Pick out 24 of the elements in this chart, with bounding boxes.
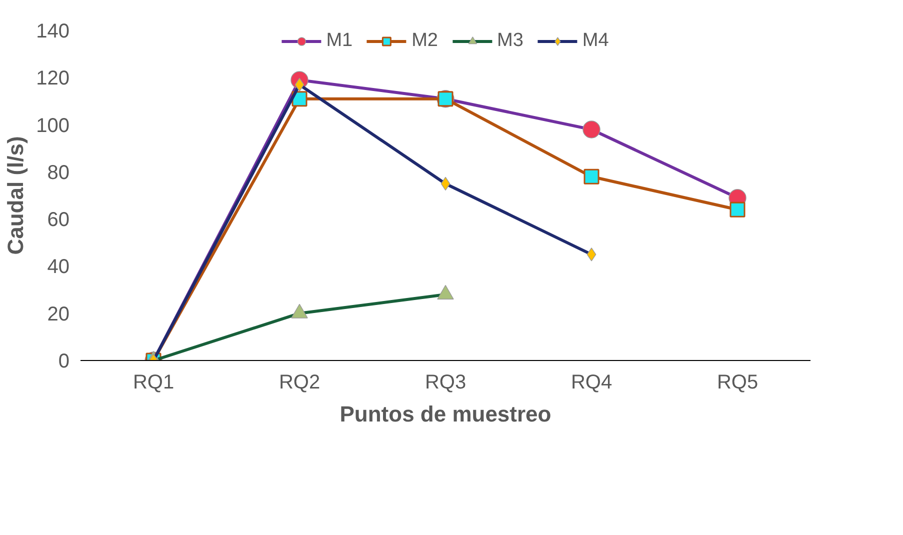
y-tick-label: 40 bbox=[47, 256, 70, 278]
y-tick-label: 60 bbox=[47, 209, 70, 232]
y-tick-label: 0 bbox=[58, 350, 70, 372]
y-tick-label: 120 bbox=[36, 68, 70, 90]
legend-label: M4 bbox=[582, 30, 609, 52]
legend-label: M3 bbox=[497, 30, 524, 52]
y-tick-label: 80 bbox=[47, 162, 70, 184]
point bbox=[730, 202, 746, 218]
x-tick-label: RQ5 bbox=[716, 372, 758, 394]
point bbox=[582, 120, 600, 138]
legend-label: M2 bbox=[412, 30, 438, 52]
legend-label: M1 bbox=[326, 30, 353, 52]
x-tick-label: RQ2 bbox=[278, 372, 320, 394]
x-axis-title: Puntos de muestreo bbox=[340, 402, 552, 426]
x-tick-label: RQ1 bbox=[132, 372, 174, 394]
y-tick-label: 140 bbox=[36, 20, 70, 42]
y-axis-title: Caudal (l/s) bbox=[3, 136, 28, 255]
point bbox=[584, 168, 600, 184]
point bbox=[437, 284, 454, 300]
x-tick-label: RQ3 bbox=[424, 372, 466, 394]
point bbox=[291, 304, 308, 318]
y-tick-label: 20 bbox=[47, 303, 70, 326]
y-tick-label: 100 bbox=[36, 114, 70, 137]
x-tick-label: RQ4 bbox=[570, 372, 612, 394]
